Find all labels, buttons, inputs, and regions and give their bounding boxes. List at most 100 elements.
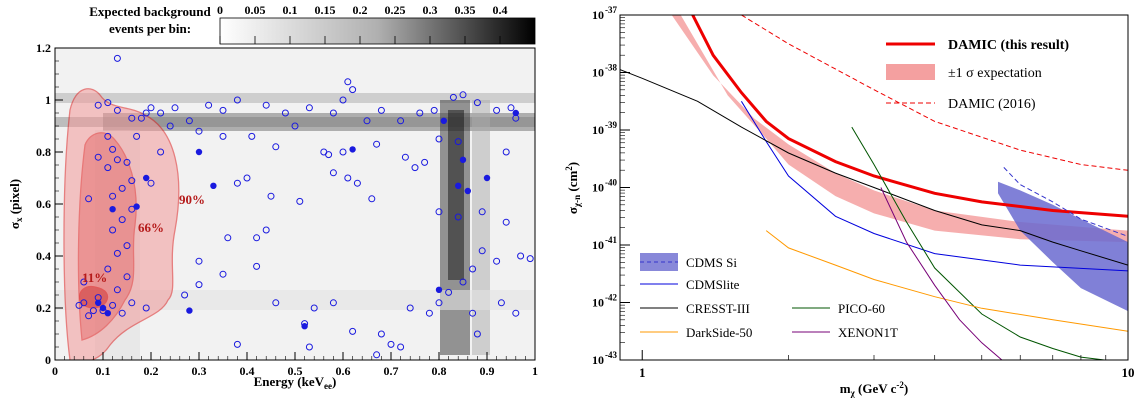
right-y-tick-label: 10 bbox=[592, 353, 604, 367]
left-x-tick-label: 1 bbox=[532, 364, 538, 378]
data-point-open bbox=[133, 132, 141, 140]
data-point-open bbox=[526, 255, 534, 263]
hist-column-side bbox=[472, 100, 490, 355]
data-point-open bbox=[118, 309, 126, 317]
legend-cdmssi-label: CDMS Si bbox=[686, 255, 737, 270]
data-point-open bbox=[195, 257, 203, 265]
data-point-open bbox=[147, 179, 155, 187]
data-point-open bbox=[205, 101, 213, 109]
data-point-open bbox=[128, 114, 136, 122]
colorbar bbox=[219, 17, 536, 45]
data-point-filled bbox=[210, 182, 217, 189]
colorbar-tick-label: 0.15 bbox=[315, 3, 336, 17]
left-data-points bbox=[75, 54, 534, 359]
data-point-open bbox=[493, 257, 501, 265]
left-x-tick-label: 0.3 bbox=[192, 364, 207, 378]
series-damic-this-result bbox=[691, 15, 1128, 218]
data-point-open bbox=[185, 117, 193, 125]
data-point-open bbox=[344, 174, 352, 182]
legend-darkside-label: DarkSide-50 bbox=[686, 325, 752, 340]
right-y-tick-exponent: -42 bbox=[605, 293, 617, 303]
series-cdmslite bbox=[740, 101, 1128, 272]
colorbar-tick-label: 0.3 bbox=[423, 3, 438, 17]
data-point-open bbox=[325, 151, 333, 159]
hist-column-core bbox=[448, 110, 464, 280]
colorbar-tick-label: 0.2 bbox=[353, 3, 368, 17]
right-y-tick-exponent: -39 bbox=[605, 120, 617, 130]
data-point-open bbox=[329, 169, 337, 177]
left-x-tick-label: 0.4 bbox=[240, 364, 255, 378]
data-point-open bbox=[401, 153, 409, 161]
colorbar-title-line2: events per bin: bbox=[109, 21, 191, 36]
data-point-open bbox=[104, 164, 112, 172]
data-point-open bbox=[195, 127, 203, 135]
contour-11 bbox=[79, 285, 109, 309]
colorbar-tick-label: 0.1 bbox=[283, 3, 298, 17]
data-point-open bbox=[118, 216, 126, 224]
data-point-open bbox=[85, 312, 93, 320]
data-point-filled bbox=[459, 156, 467, 163]
data-point-open bbox=[85, 195, 93, 203]
data-point-open bbox=[493, 106, 501, 114]
right-y-tick-exponent: -37 bbox=[605, 5, 617, 15]
data-point-open bbox=[272, 143, 280, 151]
data-point-open bbox=[104, 99, 112, 107]
data-point-open bbox=[219, 106, 227, 114]
left-x-tick-label: 0.2 bbox=[144, 364, 159, 378]
data-point-open bbox=[497, 299, 505, 307]
data-point-open bbox=[329, 299, 337, 307]
data-point-open bbox=[243, 174, 251, 182]
data-point-open bbox=[421, 158, 429, 166]
data-point-filled bbox=[104, 310, 111, 317]
data-point-open bbox=[305, 104, 313, 112]
legend-expectation-band bbox=[886, 64, 935, 80]
data-point-open bbox=[373, 351, 381, 359]
data-point-open bbox=[416, 109, 424, 117]
data-point-open bbox=[377, 106, 385, 114]
data-point-open bbox=[157, 148, 165, 156]
left-x-tick-label: 0.7 bbox=[384, 364, 399, 378]
data-point-open bbox=[157, 109, 165, 117]
data-point-open bbox=[454, 138, 462, 146]
data-point-open bbox=[219, 132, 227, 140]
legend-top: DAMIC (this result) ±1 σ expectation DAM… bbox=[886, 38, 1069, 112]
data-point-open bbox=[219, 270, 227, 278]
data-point-filled bbox=[455, 182, 462, 189]
data-point-open bbox=[363, 117, 371, 125]
legend-cdmslite-label: CDMSlite bbox=[686, 277, 740, 292]
legend-expectation-label: ±1 σ expectation bbox=[948, 66, 1042, 81]
data-point-open bbox=[262, 226, 270, 234]
data-point-open bbox=[368, 195, 376, 203]
data-point-filled bbox=[94, 299, 102, 306]
data-point-open bbox=[502, 218, 510, 226]
hist-band-upper bbox=[55, 93, 535, 103]
data-point-open bbox=[147, 104, 155, 112]
data-point-open bbox=[349, 86, 357, 94]
data-point-open bbox=[344, 78, 352, 86]
data-point-open bbox=[233, 340, 241, 348]
right-y-tick-exponent: -41 bbox=[605, 235, 617, 245]
data-point-open bbox=[281, 109, 289, 117]
data-point-open bbox=[397, 343, 405, 351]
series-xenon1t bbox=[880, 187, 1003, 360]
data-point-open bbox=[478, 208, 486, 216]
data-point-open bbox=[109, 145, 117, 153]
colorbar-tick-label: 0 bbox=[217, 3, 223, 17]
legend-pico-label: PICO-60 bbox=[838, 301, 885, 316]
data-point-open bbox=[113, 156, 121, 164]
data-point-open bbox=[267, 192, 275, 200]
series-darkside-50 bbox=[765, 230, 1128, 332]
legend-cresst-label: CRESST-III bbox=[686, 301, 750, 316]
data-point-open bbox=[262, 101, 270, 109]
colorbar-tick-label: 0.05 bbox=[245, 3, 266, 17]
series-cdms-si-band bbox=[998, 181, 1128, 312]
data-point-filled bbox=[440, 117, 447, 124]
colorbar-title-line1: Expected background bbox=[89, 4, 211, 19]
right-y-tick-exponent: -40 bbox=[605, 178, 617, 188]
data-point-open bbox=[339, 96, 347, 104]
left-x-tick-label: 0.1 bbox=[96, 364, 111, 378]
contour-label-90: 90% bbox=[179, 192, 205, 207]
data-point-open bbox=[123, 273, 131, 281]
left-x-tick-label: 0.9 bbox=[480, 364, 495, 378]
